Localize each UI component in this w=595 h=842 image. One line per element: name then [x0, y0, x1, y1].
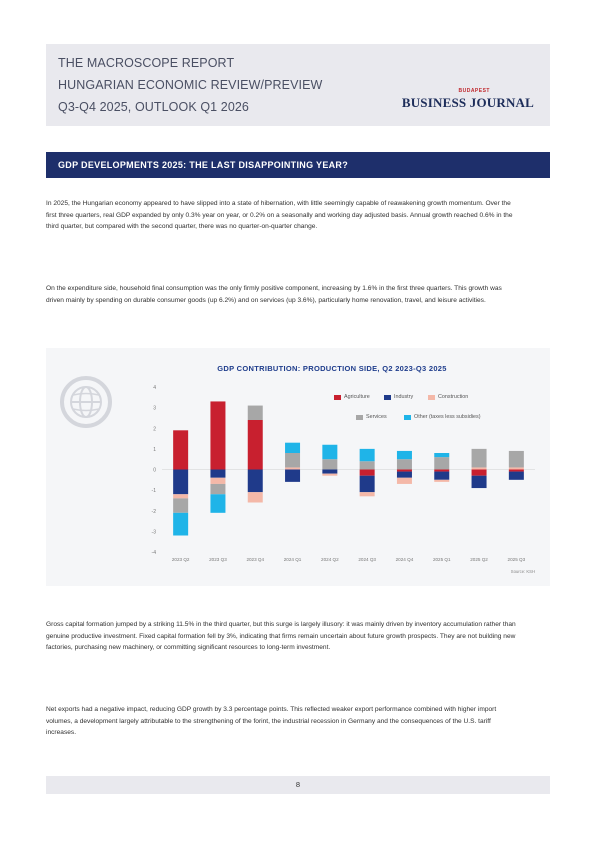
- paragraph-3: Gross capital formation jumped by a stri…: [46, 621, 516, 651]
- section-heading: GDP DEVELOPMENTS 2025: THE LAST DISAPPOI…: [46, 152, 550, 178]
- legend-item-construction: Construction: [428, 394, 468, 400]
- legend-swatch: [356, 414, 363, 420]
- globe-icon: [60, 376, 112, 428]
- legend-swatch: [428, 394, 435, 400]
- page-footer: 8: [46, 776, 550, 794]
- report-period: Q3-Q4 2025, OUTLOOK Q1 2026: [58, 100, 249, 114]
- report-title: THE MACROSCOPE REPORT: [58, 56, 235, 70]
- legend-item-other: Other (taxes less subsidies): [404, 414, 481, 420]
- legend-swatch: [334, 394, 341, 400]
- chart-panel: [46, 348, 550, 586]
- paragraph-2: On the expenditure side, household final…: [46, 285, 502, 304]
- legend-item-industry: Industry: [384, 394, 413, 400]
- paragraph-4: Net exports had a negative impact, reduc…: [46, 706, 497, 736]
- page-number: 8: [295, 780, 301, 789]
- legend-swatch: [404, 414, 411, 420]
- report-header: THE MACROSCOPE REPORT HUNGARIAN ECONOMIC…: [46, 44, 550, 126]
- legend-swatch: [384, 394, 391, 400]
- bbj-logo: BUDAPEST BUSINESS JOURNAL: [401, 88, 534, 110]
- chart-title: GDP CONTRIBUTION: PRODUCTION SIDE, Q2 20…: [217, 364, 447, 373]
- section-title: GDP DEVELOPMENTS 2025: THE LAST DISAPPOI…: [58, 160, 349, 170]
- legend-item-services: Services: [356, 414, 387, 420]
- paragraph-1: In 2025, the Hungarian economy appeared …: [46, 200, 513, 230]
- report-subtitle: HUNGARIAN ECONOMIC REVIEW/PREVIEW: [58, 78, 323, 92]
- legend-item-agriculture: Agriculture: [334, 394, 370, 400]
